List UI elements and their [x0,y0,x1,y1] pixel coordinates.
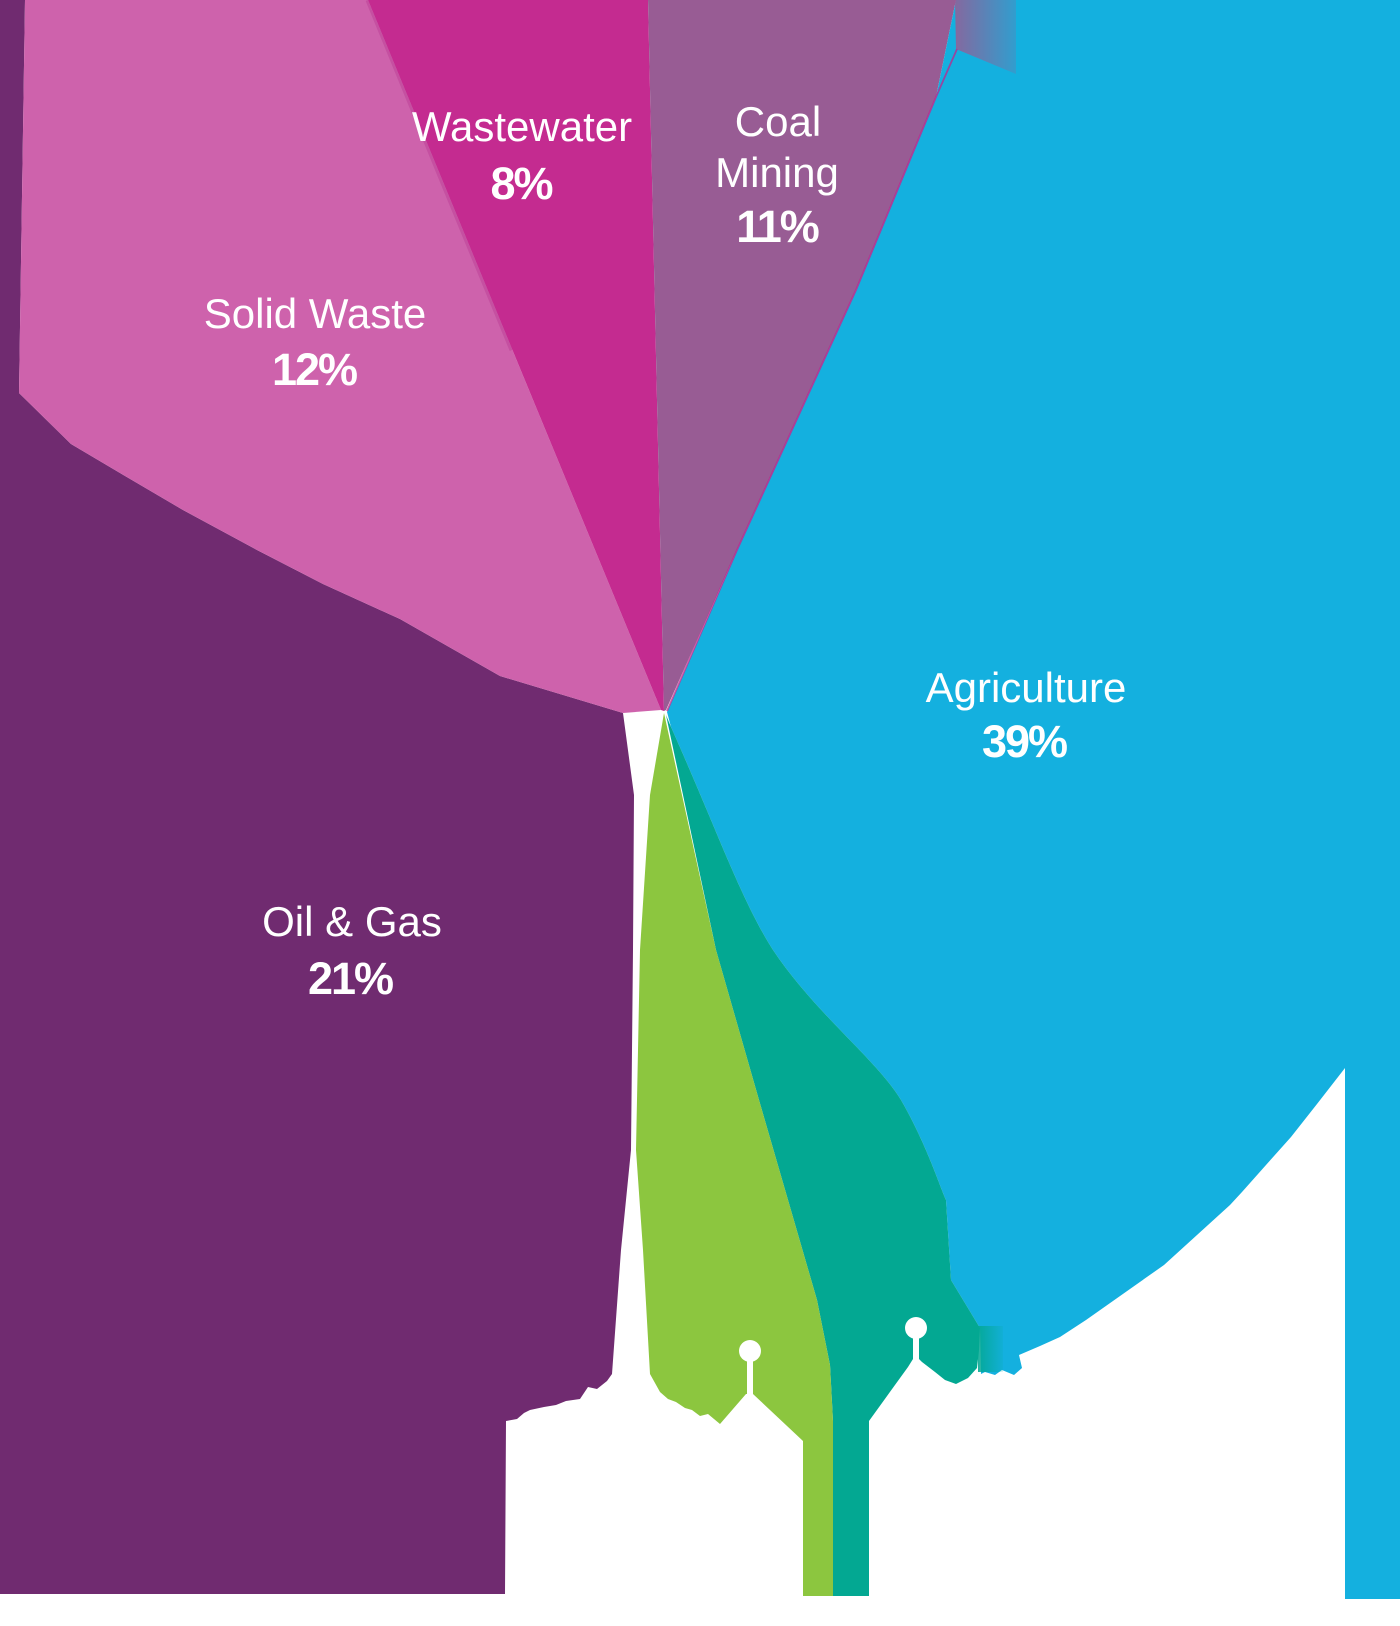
svg-text:Coal: Coal [735,98,821,145]
svg-text:12%: 12% [272,344,357,395]
svg-text:Mining: Mining [715,149,839,196]
svg-text:21%: 21% [308,953,393,1004]
svg-text:Oil & Gas: Oil & Gas [262,898,442,945]
svg-text:Solid Waste: Solid Waste [204,290,427,337]
svg-text:Wastewater: Wastewater [412,103,632,150]
svg-text:8%: 8% [490,158,552,209]
svg-text:11%: 11% [736,201,819,252]
svg-text:Agriculture: Agriculture [926,664,1127,711]
svg-text:39%: 39% [982,716,1067,767]
